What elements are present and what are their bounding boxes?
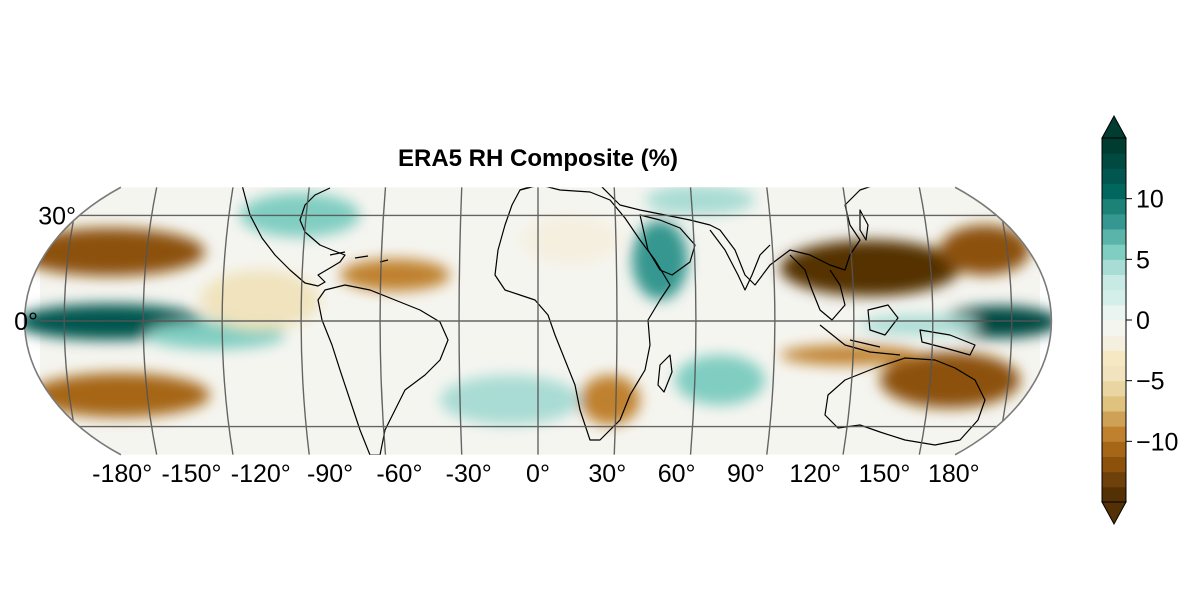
coastline-india (709, 229, 771, 291)
colorbar-tick-label: 10 (1136, 186, 1164, 214)
colorbar-level (1102, 486, 1126, 503)
colorbar-level (1102, 456, 1126, 473)
coastline-borneo (867, 304, 899, 336)
colorbar-level (1102, 335, 1126, 351)
colorbar-ticks: 10 5 0 −5 −10 (1126, 186, 1178, 456)
map-panel: -180° -150° -120° -90° -60° -30° 0° 30° 60° 90° 12… (14, 186, 1053, 488)
colorbar-level (1102, 426, 1126, 442)
colorbar-level (1102, 350, 1126, 366)
colorbar-tick-label: 5 (1136, 246, 1150, 274)
colorbar-level (1102, 153, 1126, 169)
colorbar-tick-label: 0 (1136, 307, 1150, 335)
longitude-tick-label: 30° (588, 460, 626, 488)
colorbar-level (1102, 198, 1126, 215)
longitude-tick-label: -150° (161, 460, 221, 488)
longitude-tick-label: -30° (446, 460, 492, 488)
longitude-tick-label: -120° (231, 460, 291, 488)
colorbar-segments (1102, 138, 1126, 503)
maritime-dry-core (780, 240, 960, 296)
west-pacific-moist-edge (860, 315, 980, 335)
longitude-tick-label: 180° (928, 460, 980, 488)
latitude-tick-label: 30° (38, 202, 76, 230)
colorbar-level (1102, 441, 1126, 457)
coastline-arabia (639, 214, 696, 276)
colorbar-extend-max (1101, 114, 1127, 139)
latitude-labels: 30° 0° (14, 202, 76, 336)
coastline-madagascar (657, 354, 673, 393)
colorbar-level (1102, 259, 1126, 275)
arabia-moist (632, 220, 688, 300)
colorbar-level (1102, 274, 1126, 291)
colorbar-level (1102, 380, 1126, 397)
south-west-pacific-dry (880, 352, 1020, 408)
south-pacific-dry-band (30, 373, 210, 417)
colorbar: 10 5 0 −5 −10 (1101, 114, 1178, 526)
coastline-north-america (241, 187, 346, 287)
longitude-tick-label: 120° (789, 460, 841, 488)
colorbar-level (1102, 320, 1126, 336)
maritime-dry-east (940, 225, 1030, 275)
longitude-tick-label: 150° (859, 460, 911, 488)
coastlines (241, 187, 986, 455)
colorbar-level (1102, 213, 1126, 230)
coastline-new-guinea (919, 329, 976, 356)
longitude-tick-label: 60° (658, 460, 696, 488)
coastline-eurasia (519, 187, 876, 286)
longitude-tick-label: 90° (727, 460, 765, 488)
field-contours (24, 187, 1052, 425)
longitude-tick-label: 0° (526, 460, 550, 488)
indian-ocean-moist (675, 355, 765, 405)
sahara-light (520, 215, 620, 265)
colorbar-level (1102, 183, 1126, 200)
longitude-tick-label: -90° (307, 460, 353, 488)
north-africa-moist (645, 187, 755, 215)
colorbar-level (1102, 395, 1126, 412)
colorbar-level (1102, 365, 1126, 382)
caribbean-dry (340, 259, 450, 291)
north-pacific-dry-band (24, 228, 205, 276)
colorbar-level (1102, 168, 1126, 184)
colorbar-tick-label: −5 (1136, 368, 1165, 396)
colorbar-level (1102, 471, 1126, 488)
colorbar-level (1102, 229, 1126, 245)
south-indian-dry (780, 345, 920, 365)
colorbar-tick-label: −10 (1136, 428, 1178, 456)
longitude-labels: -180° -150° -120° -90° -60° -30° 0° 30° 60° 90° 12… (92, 460, 979, 488)
colorbar-level (1102, 411, 1126, 427)
coastline-australia (824, 357, 986, 446)
longitude-tick-label: -60° (376, 460, 422, 488)
east-pacific-light-dry (200, 270, 320, 330)
coastline-sumatra-java (819, 324, 901, 356)
colorbar-level (1102, 304, 1126, 321)
coastline-indochina (789, 254, 846, 321)
south-atlantic-moist (440, 375, 580, 425)
coastline-japan (859, 209, 869, 241)
longitude-tick-label: -180° (92, 460, 152, 488)
colorbar-level (1102, 244, 1126, 260)
latitude-tick-label: 0° (14, 308, 38, 336)
map-title: ERA5 RH Composite (%) (398, 145, 678, 172)
colorbar-extend-min (1101, 501, 1127, 526)
coastline-south-america (317, 284, 449, 455)
southern-africa-dry (580, 375, 640, 425)
colorbar-level (1102, 138, 1126, 154)
colorbar-level (1102, 289, 1126, 306)
map-boundary (23, 186, 1053, 456)
